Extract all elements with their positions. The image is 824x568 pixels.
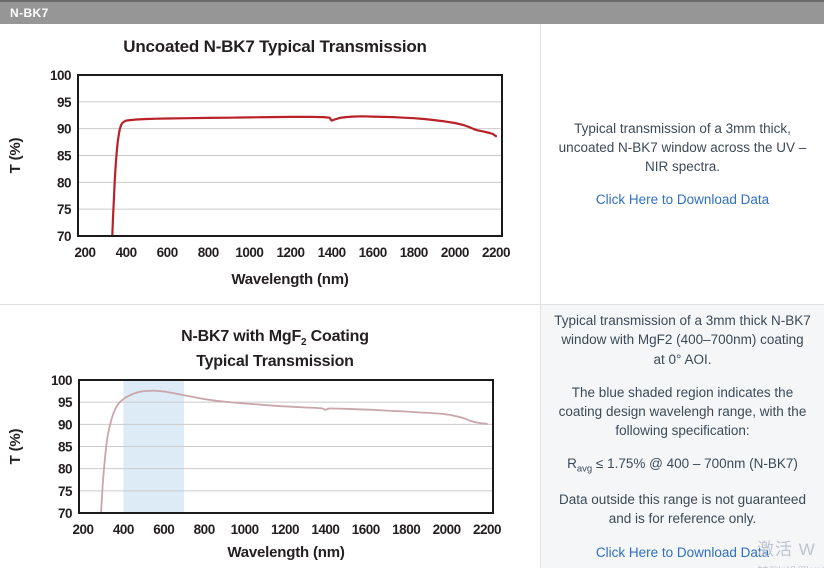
x-tick-label: 1200	[271, 522, 299, 537]
section-title: N-BK7	[10, 6, 49, 20]
y-axis-label: T (%)	[7, 137, 24, 173]
uncoated-description-panel: Typical transmission of a 3mm thick, unc…	[541, 24, 824, 304]
x-tick-label: 2000	[433, 522, 461, 537]
plot-frame	[77, 74, 503, 237]
x-tick-label: 600	[157, 245, 178, 260]
x-tick-label: 1000	[231, 522, 259, 537]
uncoated-download-data-link[interactable]: Click Here to Download Data	[595, 192, 770, 208]
y-tick-label: 80	[58, 462, 72, 477]
x-tick-label: 600	[153, 522, 174, 537]
y-tick-label: 75	[58, 484, 73, 499]
x-tick-label: 800	[194, 522, 215, 537]
x-tick-label: 400	[116, 245, 137, 260]
y-tick-label: 95	[58, 395, 73, 410]
y-tick-label: 90	[58, 417, 72, 432]
mgf2-download-data-link[interactable]: Click Here to Download Data	[595, 544, 770, 560]
x-tick-label: 400	[113, 522, 134, 537]
uncoated-transmission-chart: 200 400 600 800 1000 1200 1400 1600 1800 2000 2200…	[7, 68, 511, 288]
y-tick-label: 90	[57, 122, 71, 137]
mgf2-spec-text: Ravg ≤ 1.75% @ 400 – 700nm (N-BK7)	[567, 456, 798, 475]
x-tick-label: 200	[72, 522, 93, 537]
vertical-divider	[540, 24, 541, 568]
mgf2-chart-title-line1: N-BK7 with MgF2 Coating	[181, 328, 369, 349]
mgf2-description-text: Typical transmission of a 3mm thick N-BK…	[554, 313, 811, 367]
mgf2-disclaimer-text: Data outside this range is not guarantee…	[559, 492, 806, 527]
x-tick-label: 800	[198, 245, 219, 260]
y-axis-label: T (%)	[7, 428, 24, 464]
y-tick-label: 75	[57, 202, 72, 217]
x-axis-label: Wavelength (nm)	[227, 544, 344, 561]
y-tick-label: 85	[57, 149, 72, 164]
uncoated-description-text: Typical transmission of a 3mm thick, unc…	[558, 120, 807, 174]
section-header-bar: N-BK7	[0, 0, 824, 24]
x-tick-label: 2000	[441, 245, 469, 260]
x-tick-label: 1200	[276, 245, 304, 260]
x-tick-label: 2200	[473, 522, 501, 537]
y-tick-label: 70	[57, 229, 71, 244]
mgf2-chart-title-line2: Typical Transmission	[196, 353, 354, 371]
x-tick-label: 200	[74, 245, 95, 260]
y-tick-label: 80	[57, 175, 71, 190]
transmission-curve	[100, 389, 488, 514]
y-tick-label: 95	[57, 95, 72, 110]
x-tick-label: 1800	[392, 522, 420, 537]
mgf2-chart-title: N-BK7 with MgF2 Coating Typical Transmis…	[8, 327, 542, 371]
x-tick-label: 2200	[482, 245, 510, 260]
x-tick-label: 1600	[359, 245, 387, 260]
y-tick-label: 70	[58, 506, 72, 521]
x-tick-label: 1000	[235, 245, 263, 260]
mgf2-shaded-region-text: The blue shaded region indicates the coa…	[558, 384, 807, 438]
y-tick-label: 100	[50, 68, 71, 83]
x-tick-label: 1400	[318, 245, 346, 260]
x-axis-label: Wavelength (nm)	[231, 271, 348, 288]
y-tick-label: 85	[58, 440, 73, 455]
mgf2-description-panel: Typical transmission of a 3mm thick N-BK…	[541, 305, 824, 568]
plot-frame	[78, 379, 494, 514]
x-tick-label: 1600	[352, 522, 380, 537]
y-tick-label: 100	[51, 373, 72, 388]
uncoated-chart-title: Uncoated N-BK7 Typical Transmission	[123, 37, 427, 56]
x-tick-label: 1400	[311, 522, 339, 537]
x-tick-label: 1800	[400, 245, 428, 260]
horizontal-divider	[0, 304, 824, 305]
transmission-curve	[111, 115, 498, 237]
mgf2-transmission-chart: 200 400 600 800 1000 1200 1400 1600 1800 2000 2200…	[7, 373, 502, 561]
